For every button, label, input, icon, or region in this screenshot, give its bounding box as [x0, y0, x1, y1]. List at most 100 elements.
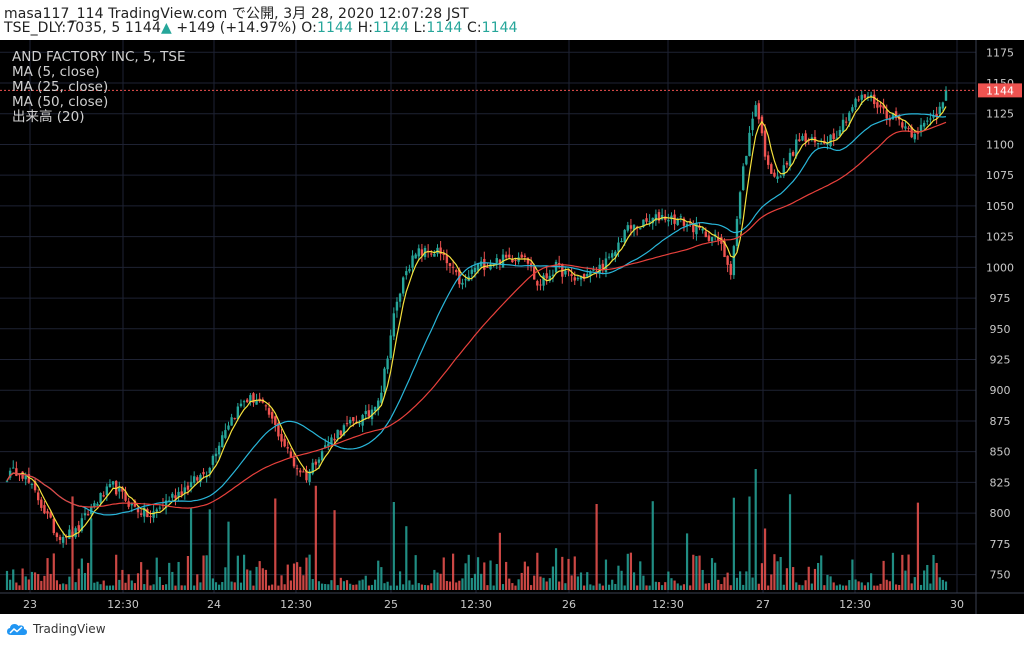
volume-bar — [292, 563, 296, 590]
volume-bar — [486, 585, 489, 590]
candle-body — [18, 474, 21, 476]
volume-bar — [218, 584, 221, 590]
price-tick-label: 1175 — [986, 46, 1014, 59]
volume-bar — [776, 561, 779, 590]
candle-body — [879, 104, 882, 108]
tradingview-logo[interactable]: TradingView — [6, 622, 106, 636]
candle-body — [24, 475, 27, 480]
candle-body — [43, 505, 46, 514]
candle-body — [863, 94, 867, 98]
volume-bar — [439, 573, 442, 590]
candle-body — [732, 246, 736, 276]
volume-bar — [754, 469, 757, 590]
candle-body — [27, 474, 31, 483]
volume-bar — [763, 528, 767, 590]
volume-bar — [785, 568, 789, 590]
legend-ma25[interactable]: MA (25, close) — [12, 79, 108, 95]
close-value: 1144 — [481, 20, 518, 36]
volume-bar — [9, 579, 12, 590]
candle-body — [289, 451, 293, 458]
volume-bar — [841, 585, 845, 590]
candle-body — [36, 492, 40, 501]
volume-bar — [739, 571, 742, 590]
candle-body — [252, 393, 255, 403]
volume-bar — [24, 576, 27, 590]
volume-bar — [255, 566, 258, 590]
candle-body — [810, 137, 814, 140]
volume-bar — [667, 571, 670, 590]
volume-bar — [389, 585, 392, 590]
volume-bar — [523, 561, 526, 590]
candle-body — [688, 222, 692, 224]
last-price: 1144 — [124, 20, 161, 36]
volume-bar — [164, 584, 168, 590]
volume-bar — [40, 580, 43, 590]
candle-body — [367, 410, 371, 417]
price-chart[interactable]: 750 775 800 825 850 875 900 925 950 975 1000 1025 10… — [0, 40, 1024, 614]
candle-body — [944, 90, 948, 101]
volume-bar — [133, 583, 137, 590]
legend-volume[interactable]: 出来高 (20) — [12, 108, 85, 125]
up-arrow-icon: ▲ — [160, 20, 172, 36]
volume-bar — [108, 585, 112, 590]
volume-bar — [130, 580, 133, 590]
candle-body — [891, 112, 895, 120]
candle-body — [919, 124, 923, 133]
volume-bar — [885, 579, 888, 590]
volume-bar — [570, 575, 573, 590]
candle-body — [283, 438, 286, 447]
candle-body — [158, 507, 162, 509]
candle-body — [180, 491, 183, 496]
volume-bar — [105, 585, 108, 590]
chart-header: masa117_114 TradingView.com で公開, 3月 28, … — [0, 0, 1024, 40]
price-tick-label: 1125 — [986, 108, 1014, 121]
candle-body — [745, 155, 748, 165]
candle-body — [479, 261, 483, 267]
volume-bar — [283, 584, 286, 590]
volume-bar — [46, 558, 49, 590]
volume-bar — [695, 556, 698, 590]
candle-body — [183, 487, 187, 494]
volume-bar — [589, 584, 592, 590]
candle-body — [155, 509, 158, 512]
legend-ma50[interactable]: MA (50, close) — [12, 94, 108, 110]
candle-body — [464, 279, 467, 281]
volume-bar — [177, 561, 180, 590]
volume-bar — [685, 533, 689, 590]
volume-bar — [720, 584, 723, 590]
volume-bar — [888, 581, 891, 590]
volume-bar — [682, 584, 686, 590]
volume-bar — [93, 582, 96, 590]
candle-body — [398, 293, 402, 302]
volume-bar — [511, 583, 514, 590]
candle-body — [854, 98, 857, 108]
volume-bar — [386, 581, 389, 590]
candle-body — [483, 258, 486, 270]
volume-bar — [520, 572, 523, 590]
volume-bar — [68, 576, 71, 590]
volume-bar — [545, 581, 548, 590]
candle-body — [632, 224, 636, 231]
volume-bar — [90, 518, 93, 590]
volume-bar — [723, 577, 726, 590]
candle-body — [723, 241, 726, 258]
candle-body — [526, 257, 530, 264]
candle-body — [717, 237, 720, 241]
volume-bar — [367, 585, 370, 590]
volume-bar — [152, 584, 155, 590]
candle-body — [504, 254, 508, 258]
volume-bar — [551, 566, 555, 590]
price-tick-label: 925 — [990, 354, 1011, 367]
volume-bar — [377, 560, 380, 590]
legend-ma5[interactable]: MA (5, close) — [12, 64, 100, 80]
candle-body — [511, 258, 514, 263]
volume-bar — [561, 556, 564, 590]
candle-body — [873, 94, 876, 105]
volume-bar — [748, 496, 751, 590]
volume-bar — [49, 573, 52, 590]
price-tick-label: 900 — [990, 384, 1011, 397]
volume-bar — [455, 582, 458, 590]
volume-bar — [352, 584, 355, 590]
volume-bar — [860, 582, 863, 590]
candle-body — [224, 430, 227, 438]
